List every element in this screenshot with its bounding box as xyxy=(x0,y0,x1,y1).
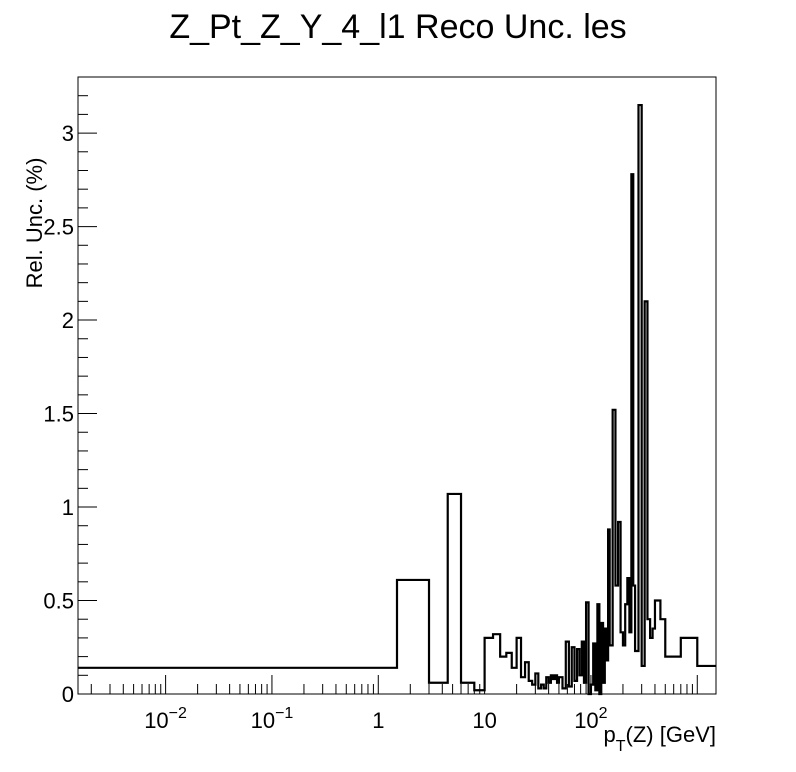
y-tick-label: 1 xyxy=(62,495,74,520)
y-tick-label: 3 xyxy=(62,121,74,146)
y-axis-label: Rel. Unc. (%) xyxy=(22,158,47,289)
y-tick-label: 2 xyxy=(62,308,74,333)
y-tick-label: 2.5 xyxy=(43,215,74,240)
x-axis-label: pT(Z) [GeV] xyxy=(604,722,716,755)
y-tick-label: 0 xyxy=(62,682,74,707)
plot-frame xyxy=(77,76,717,695)
histogram-series-line xyxy=(78,103,716,696)
x-tick-label: 1 xyxy=(372,708,384,733)
x-tick-label: 10 xyxy=(472,708,496,733)
x-tick-label: 102 xyxy=(574,705,607,733)
x-axis-label-rest: (Z) [GeV] xyxy=(626,722,716,747)
x-axis-label-subscript: T xyxy=(616,738,626,755)
y-tick-label: 1.5 xyxy=(43,402,74,427)
chart-title: Z_Pt_Z_Y_4_l1 Reco Unc. les xyxy=(169,8,626,46)
x-tick-label: 10−2 xyxy=(144,705,187,733)
y-tick-label: 0.5 xyxy=(43,589,74,614)
tick-labels: 10−2 10−1 1 10 102 0 0.5 1 1.5 2 2.5 3 xyxy=(43,121,607,733)
x-tick-label: 10−1 xyxy=(251,705,294,733)
axis-ticks xyxy=(78,76,698,695)
x-axis-label-main: p xyxy=(604,722,616,747)
